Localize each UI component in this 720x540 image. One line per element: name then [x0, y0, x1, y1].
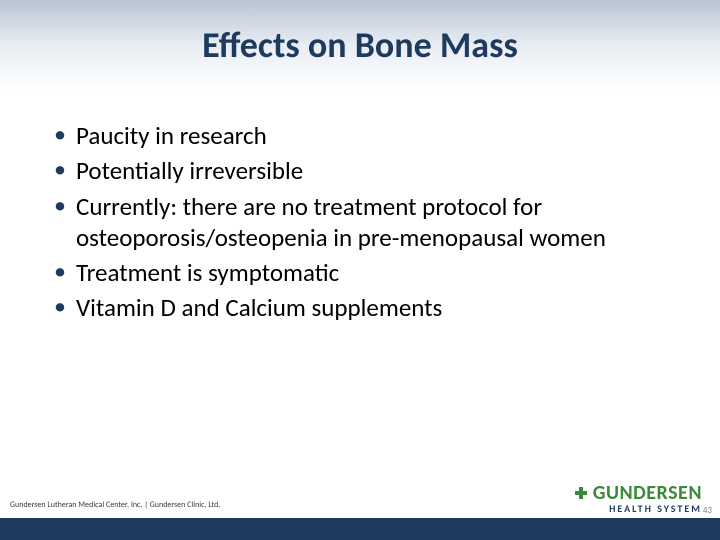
- list-item: Currently: there are no treatment protoc…: [48, 191, 672, 254]
- title-region: Effects on Bone Mass: [0, 0, 720, 90]
- list-item: Paucity in research: [48, 120, 672, 151]
- brand-logo: GUNDERSEN HEALTH SYSTEM: [573, 483, 702, 514]
- list-item: Vitamin D and Calcium supplements: [48, 292, 672, 323]
- content-area: Paucity in research Potentially irrevers…: [0, 90, 720, 324]
- cross-leaf-icon: [573, 485, 589, 501]
- logo-main-row: GUNDERSEN: [573, 483, 702, 503]
- list-item: Treatment is symptomatic: [48, 257, 672, 288]
- footer-bar: [0, 518, 720, 540]
- logo-main-text: GUNDERSEN: [593, 483, 702, 503]
- bullet-list: Paucity in research Potentially irrevers…: [48, 120, 672, 324]
- footer-credit: Gundersen Lutheran Medical Center, Inc. …: [10, 500, 220, 510]
- list-item: Potentially irreversible: [48, 155, 672, 186]
- slide-number: 43: [703, 505, 712, 516]
- logo-sub-text: HEALTH SYSTEM: [573, 504, 702, 514]
- page-title: Effects on Bone Mass: [202, 23, 518, 67]
